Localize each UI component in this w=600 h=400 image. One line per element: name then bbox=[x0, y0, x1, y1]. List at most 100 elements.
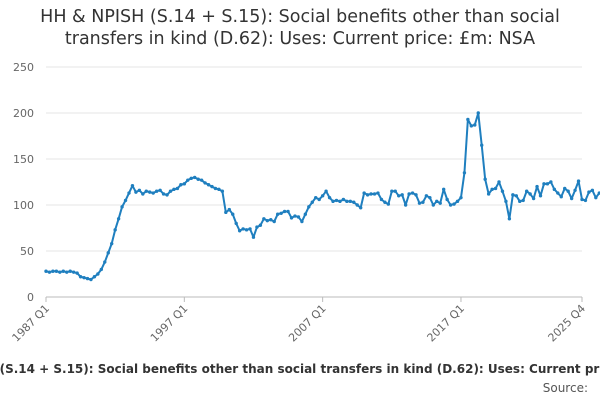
data-point-119 bbox=[455, 199, 460, 204]
data-point-8 bbox=[71, 270, 76, 274]
data-point-100 bbox=[390, 189, 394, 193]
data-point-149 bbox=[559, 195, 563, 199]
data-point-0 bbox=[44, 269, 48, 273]
data-point-56 bbox=[237, 229, 242, 233]
data-point-139 bbox=[524, 189, 529, 193]
data-point-61 bbox=[255, 225, 259, 229]
chart-title-line-1: HH & NPISH (S.14 + S.15): Social benefit… bbox=[40, 7, 560, 27]
data-point-110 bbox=[424, 194, 429, 198]
data-point-33 bbox=[158, 188, 162, 192]
data-point-138 bbox=[521, 198, 525, 203]
data-point-45 bbox=[199, 178, 204, 182]
data-point-66 bbox=[272, 219, 276, 224]
data-point-91 bbox=[358, 206, 363, 210]
y-tick-label-200: 200 bbox=[13, 107, 34, 120]
data-point-27 bbox=[137, 188, 142, 192]
data-point-6 bbox=[65, 270, 69, 274]
x-tick-label-4: 2025 Q4 bbox=[546, 302, 589, 345]
data-point-105 bbox=[407, 192, 411, 196]
data-point-21 bbox=[116, 217, 121, 221]
legend-label: HH & NPISH (S.14 + S.15): Social benefit… bbox=[0, 362, 600, 378]
data-point-24 bbox=[127, 191, 131, 195]
data-point-122 bbox=[466, 117, 470, 122]
data-point-52 bbox=[224, 210, 228, 215]
data-point-111 bbox=[428, 195, 432, 200]
data-point-41 bbox=[186, 178, 190, 182]
data-point-113 bbox=[435, 199, 439, 204]
data-point-140 bbox=[528, 192, 532, 196]
data-point-104 bbox=[403, 203, 408, 207]
data-point-57 bbox=[241, 227, 245, 231]
data-point-125 bbox=[476, 111, 480, 115]
data-point-147 bbox=[552, 187, 557, 192]
data-point-145 bbox=[545, 182, 550, 186]
data-point-16 bbox=[99, 267, 104, 272]
data-point-4 bbox=[58, 270, 62, 274]
x-tick-label-3: 2017 Q1 bbox=[425, 302, 468, 345]
data-point-23 bbox=[123, 198, 128, 203]
data-point-118 bbox=[452, 202, 456, 206]
data-point-32 bbox=[154, 189, 159, 193]
x-tick-label-2: 2007 Q1 bbox=[286, 302, 329, 345]
data-point-126 bbox=[480, 143, 484, 147]
data-point-80 bbox=[320, 194, 325, 198]
chart-title: HH & NPISH (S.14 + S.15): Social benefit… bbox=[0, 6, 600, 50]
data-point-151 bbox=[566, 189, 570, 193]
source-label: Source: bbox=[542, 381, 588, 395]
data-point-135 bbox=[511, 193, 515, 197]
chart-title-line-2: transfers in kind (D.62): Uses: Current … bbox=[64, 29, 536, 49]
data-point-5 bbox=[61, 269, 65, 273]
y-tick-label-250: 250 bbox=[13, 61, 34, 74]
data-point-72 bbox=[293, 214, 297, 218]
data-point-137 bbox=[518, 199, 522, 204]
data-point-14 bbox=[92, 275, 97, 279]
x-axis-tick-labels: 1987 Q1 1997 Q1 2007 Q1 2017 Q1 2025 Q4 bbox=[10, 302, 589, 345]
data-point-112 bbox=[431, 203, 435, 207]
data-point-60 bbox=[251, 235, 256, 239]
data-point-1 bbox=[47, 270, 52, 274]
data-point-142 bbox=[535, 184, 539, 189]
data-point-92 bbox=[362, 191, 366, 195]
data-point-157 bbox=[587, 190, 591, 194]
data-point-128 bbox=[486, 192, 491, 196]
data-point-107 bbox=[414, 193, 418, 197]
data-point-19 bbox=[110, 241, 114, 246]
data-point-26 bbox=[134, 190, 138, 194]
data-point-131 bbox=[497, 180, 501, 184]
data-point-74 bbox=[300, 219, 304, 224]
data-point-98 bbox=[383, 200, 387, 204]
data-point-95 bbox=[372, 192, 377, 196]
data-point-70 bbox=[286, 209, 290, 214]
data-point-38 bbox=[175, 186, 180, 191]
data-point-50 bbox=[217, 187, 221, 192]
data-point-120 bbox=[459, 195, 463, 200]
data-point-87 bbox=[345, 199, 349, 204]
data-point-11 bbox=[82, 275, 86, 280]
data-point-73 bbox=[296, 215, 301, 219]
data-point-160 bbox=[597, 191, 600, 195]
data-point-71 bbox=[289, 216, 294, 220]
data-point-84 bbox=[334, 198, 339, 203]
data-point-97 bbox=[379, 197, 384, 202]
data-point-148 bbox=[556, 191, 560, 195]
data-point-35 bbox=[165, 193, 169, 197]
data-point-86 bbox=[341, 197, 346, 202]
data-point-3 bbox=[54, 269, 59, 273]
x-tick-label-0: 1987 Q1 bbox=[10, 302, 53, 345]
data-point-46 bbox=[203, 181, 207, 185]
data-point-155 bbox=[580, 197, 584, 202]
data-point-18 bbox=[106, 251, 110, 255]
data-point-152 bbox=[569, 196, 574, 201]
data-point-7 bbox=[68, 269, 72, 273]
data-point-58 bbox=[244, 228, 249, 232]
data-point-63 bbox=[262, 217, 266, 221]
data-point-77 bbox=[310, 200, 314, 204]
data-point-17 bbox=[103, 260, 107, 264]
data-point-129 bbox=[490, 187, 494, 192]
data-point-108 bbox=[417, 201, 422, 205]
data-point-51 bbox=[220, 189, 225, 193]
data-point-30 bbox=[148, 190, 152, 194]
data-point-127 bbox=[483, 177, 487, 181]
gridlines bbox=[46, 66, 582, 252]
